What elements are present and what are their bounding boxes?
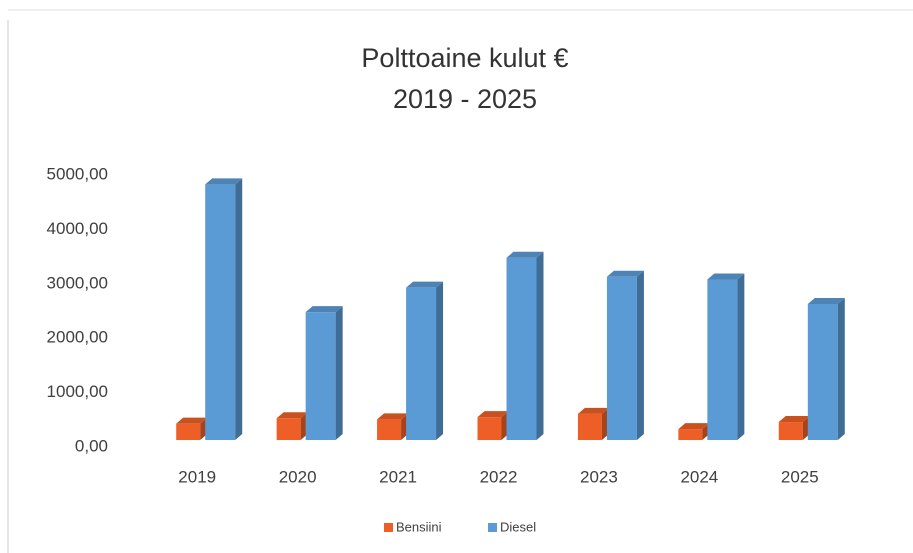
chart-subtitle: 2019 - 2025	[393, 84, 537, 114]
bar-front	[577, 413, 602, 440]
bar-side	[235, 178, 243, 440]
bar-side	[436, 281, 444, 440]
chart-title: Polttoaine kulut €	[361, 43, 568, 73]
bar-top	[707, 273, 745, 280]
legend-label: Bensiini	[396, 519, 442, 534]
bar-side	[335, 306, 343, 440]
bar	[276, 412, 308, 440]
bar-side	[737, 273, 745, 440]
bar-front	[506, 257, 537, 440]
bar-side	[536, 251, 544, 440]
bar	[506, 251, 544, 440]
bar	[678, 423, 710, 440]
y-tick-label: 0,00	[75, 436, 108, 455]
bar-top	[305, 306, 343, 313]
bar	[577, 407, 609, 440]
x-tick-label: 2023	[580, 467, 618, 486]
bar-front	[707, 279, 738, 440]
x-tick-label: 2022	[480, 467, 518, 486]
bar-top	[506, 251, 544, 258]
bar-front	[477, 417, 502, 440]
bar-top	[577, 407, 609, 414]
bar-top	[205, 178, 243, 185]
y-tick-label: 4000,00	[47, 219, 108, 238]
x-tick-label: 2025	[781, 467, 819, 486]
bar-front	[176, 423, 201, 440]
bar-front	[606, 276, 637, 440]
bar-top	[477, 411, 509, 418]
bar-front	[406, 287, 437, 440]
bar	[606, 270, 644, 440]
bar	[778, 416, 810, 440]
bar-top	[406, 281, 444, 288]
bar-front	[678, 429, 703, 440]
bar-top	[678, 423, 710, 430]
y-tick-label: 3000,00	[47, 273, 108, 292]
legend-swatch	[384, 523, 393, 532]
y-tick-label: 1000,00	[47, 382, 108, 401]
bar	[807, 298, 845, 440]
legend-swatch	[488, 523, 497, 532]
bar	[305, 306, 343, 440]
bar-side	[837, 298, 845, 440]
bar-side	[636, 270, 644, 440]
bar	[406, 281, 444, 440]
bar	[377, 413, 409, 440]
bar	[176, 417, 208, 440]
bar-front	[778, 422, 803, 440]
y-tick-label: 2000,00	[47, 328, 108, 347]
bar-front	[276, 418, 301, 440]
bar-front	[377, 419, 402, 440]
x-tick-label: 2021	[379, 467, 417, 486]
bar-front	[807, 304, 838, 440]
bar-top	[778, 416, 810, 423]
bar	[477, 411, 509, 440]
bar-top	[377, 413, 409, 420]
y-tick-label: 5000,00	[47, 164, 108, 183]
bar-front	[205, 184, 236, 440]
bar-top	[807, 298, 845, 304]
x-tick-label: 2020	[279, 467, 317, 486]
x-tick-label: 2019	[178, 467, 216, 486]
bar-front	[305, 312, 336, 440]
bar-top	[276, 412, 308, 419]
bar-top	[606, 270, 644, 277]
x-tick-label: 2024	[680, 467, 718, 486]
bar	[205, 178, 243, 440]
bar	[707, 273, 745, 440]
bar-top	[176, 417, 208, 424]
legend-label: Diesel	[500, 519, 536, 534]
